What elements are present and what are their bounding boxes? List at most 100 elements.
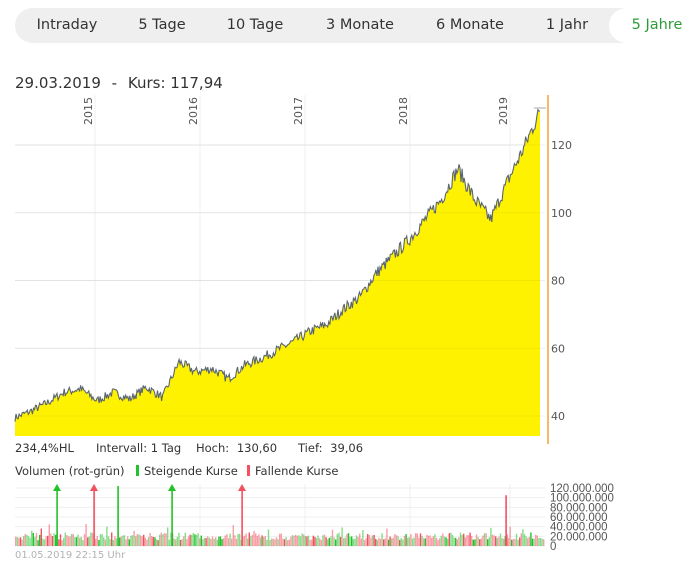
volume-bar <box>77 534 79 546</box>
tab-intraday[interactable]: Intraday <box>36 17 98 33</box>
volume-bar <box>517 539 519 546</box>
volume-bar <box>208 537 210 546</box>
volume-bar <box>533 538 535 546</box>
volume-bar <box>413 537 415 546</box>
volume-bar <box>287 540 289 546</box>
volume-peak-bar <box>56 486 58 546</box>
volume-bar <box>506 534 508 546</box>
volume-bar <box>178 532 180 546</box>
volume-bar <box>165 533 167 546</box>
volume-bar <box>40 528 42 546</box>
volume-bar <box>309 539 311 546</box>
volume-bar <box>194 534 196 546</box>
volume-bar <box>67 536 70 546</box>
rising-swatch-icon <box>136 465 139 476</box>
tab-5-jahre[interactable]: 5 Jahre <box>609 8 693 43</box>
volume-bar <box>354 538 356 546</box>
volume-bar <box>370 537 372 546</box>
volume-bar <box>101 534 103 546</box>
volume-bar <box>514 538 516 546</box>
volume-bar <box>135 536 137 546</box>
volume-bar <box>488 537 490 546</box>
volume-bar <box>29 537 31 546</box>
volume-bar <box>115 538 118 546</box>
volume-bar <box>344 537 346 546</box>
volume-bar <box>215 537 217 546</box>
volume-tick-label: 40.000.000 <box>550 522 608 534</box>
volume-bar <box>288 539 290 546</box>
volume-bar <box>357 536 359 546</box>
volume-bar <box>98 540 100 546</box>
chart-headline: 29.03.2019 - Kurs: 117,94 <box>15 74 223 92</box>
volume-bar <box>24 534 26 546</box>
volume-bar <box>523 533 526 546</box>
volume-bar <box>392 537 394 546</box>
volume-bar <box>325 537 327 546</box>
volume-bar <box>285 537 287 546</box>
year-tick-label: 2018 <box>397 97 410 125</box>
volume-bar <box>125 539 127 546</box>
volume-bar <box>154 537 156 546</box>
volume-bar <box>69 536 71 546</box>
stat-interval: Intervall: 1 Tag <box>96 441 182 455</box>
volume-bar <box>493 535 495 546</box>
price-tick-label: 100 <box>551 207 572 220</box>
volume-bar <box>21 539 23 546</box>
year-tick-label: 2017 <box>292 97 305 125</box>
volume-bar <box>307 535 310 546</box>
volume-bar <box>264 536 266 546</box>
tab-10-tage[interactable]: 10 Tage <box>226 17 284 33</box>
volume-bar <box>231 538 233 546</box>
volume-bar <box>259 537 262 546</box>
volume-bar <box>445 537 447 546</box>
volume-bar <box>191 534 193 546</box>
volume-bar <box>458 537 460 546</box>
price-line <box>14 108 540 422</box>
stat-low: Tief: 39,06 <box>298 441 363 455</box>
volume-bar <box>416 533 418 546</box>
volume-bar <box>522 529 524 546</box>
volume-bar <box>280 533 282 546</box>
volume-bar <box>283 539 286 546</box>
volume-bar <box>34 536 36 546</box>
volume-bar <box>189 534 191 546</box>
volume-bar <box>253 530 255 546</box>
volume-bar <box>403 535 406 546</box>
volume-bar <box>45 536 47 546</box>
legend-rising-label: Steigende Kurse <box>144 464 238 478</box>
tab-1-jahr[interactable]: 1 Jahr <box>545 17 589 33</box>
volume-bar <box>186 539 188 546</box>
volume-bar <box>183 536 185 546</box>
volume-bar <box>432 536 434 546</box>
volume-bar <box>519 537 521 546</box>
volume-bar <box>437 540 439 546</box>
volume-bar <box>200 535 202 546</box>
tab-6-monate[interactable]: 6 Monate <box>436 17 504 33</box>
volume-bar <box>269 539 271 546</box>
volume-tick-label: 0 <box>550 541 556 553</box>
tab-3-monate[interactable]: 3 Monate <box>326 17 394 33</box>
volume-bar <box>528 536 530 546</box>
volume-bar <box>408 537 410 546</box>
volume-bar <box>80 536 82 546</box>
volume-bar <box>128 539 130 546</box>
year-tick-label: 2016 <box>187 97 200 125</box>
volume-bar <box>74 537 76 546</box>
clipped-arrow-icon <box>90 484 98 491</box>
volume-bar <box>365 538 367 546</box>
volume-bar <box>90 532 92 546</box>
volume-bar <box>363 540 366 546</box>
volume-bar <box>407 537 409 546</box>
volume-bar <box>480 538 482 546</box>
volume-bar <box>79 537 81 546</box>
tab-5-tage[interactable]: 5 Tage <box>138 17 186 33</box>
volume-bar <box>355 535 358 546</box>
volume-bar <box>243 535 246 546</box>
volume-bar <box>483 533 486 546</box>
volume-bar <box>541 538 543 546</box>
volume-bar <box>463 533 465 546</box>
volume-bar <box>339 536 342 546</box>
volume-bar <box>63 537 65 546</box>
stat-high-label: Hoch: <box>196 441 230 455</box>
